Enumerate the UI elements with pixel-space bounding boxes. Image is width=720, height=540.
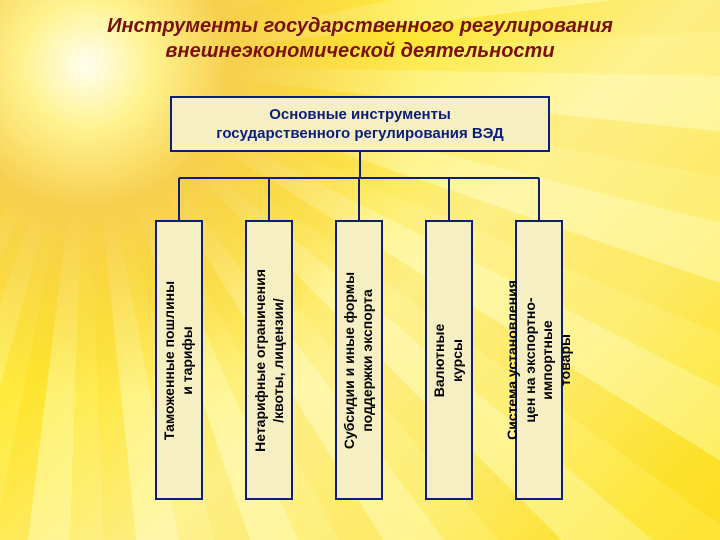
branch-node-2: Нетарифные ограничения/квоты, лицензии/: [245, 220, 293, 500]
branch-node-1: Таможенные пошлиныи тарифы: [155, 220, 203, 500]
root-line1: Основные инструменты: [269, 106, 451, 123]
branch-node-4: Валютныекурсы: [425, 220, 473, 500]
branch-label-1: Таможенные пошлиныи тарифы: [162, 280, 197, 439]
slide-title: Инструменты государственного регулирован…: [0, 14, 720, 64]
root-text: Основные инструменты государственного ре…: [216, 105, 503, 144]
root-line2: государственного регулирования ВЭД: [216, 125, 503, 142]
root-node: Основные инструменты государственного ре…: [170, 96, 550, 152]
branch-label-2: Нетарифные ограничения/квоты, лицензии/: [252, 269, 287, 452]
title-line1: Инструменты государственного регулирован…: [107, 15, 613, 37]
branch-label-4: Валютныекурсы: [432, 323, 467, 396]
branch-node-3: Субсидии и иные формыподдержки экспорта: [335, 220, 383, 500]
branch-label-3: Субсидии и иные формыподдержки экспорта: [342, 271, 377, 448]
branch-label-5: Система установленияцен на экспортно-имп…: [504, 280, 574, 440]
branch-node-5: Система установленияцен на экспортно-имп…: [515, 220, 563, 500]
slide-stage: Инструменты государственного регулирован…: [0, 0, 720, 540]
title-line2: внешнеэкономической деятельности: [165, 40, 554, 62]
